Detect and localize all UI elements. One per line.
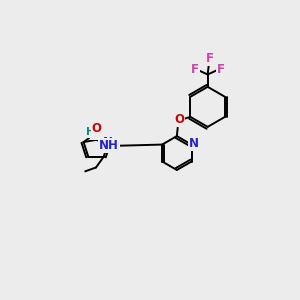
Text: N: N [103,136,113,148]
Text: F: F [217,63,225,76]
Text: NH: NH [99,140,119,152]
Text: F: F [206,52,214,65]
Text: N: N [91,126,101,139]
Text: O: O [92,122,102,135]
Text: O: O [174,113,184,126]
Text: H: H [86,127,95,137]
Text: N: N [189,137,199,150]
Text: F: F [190,63,199,76]
